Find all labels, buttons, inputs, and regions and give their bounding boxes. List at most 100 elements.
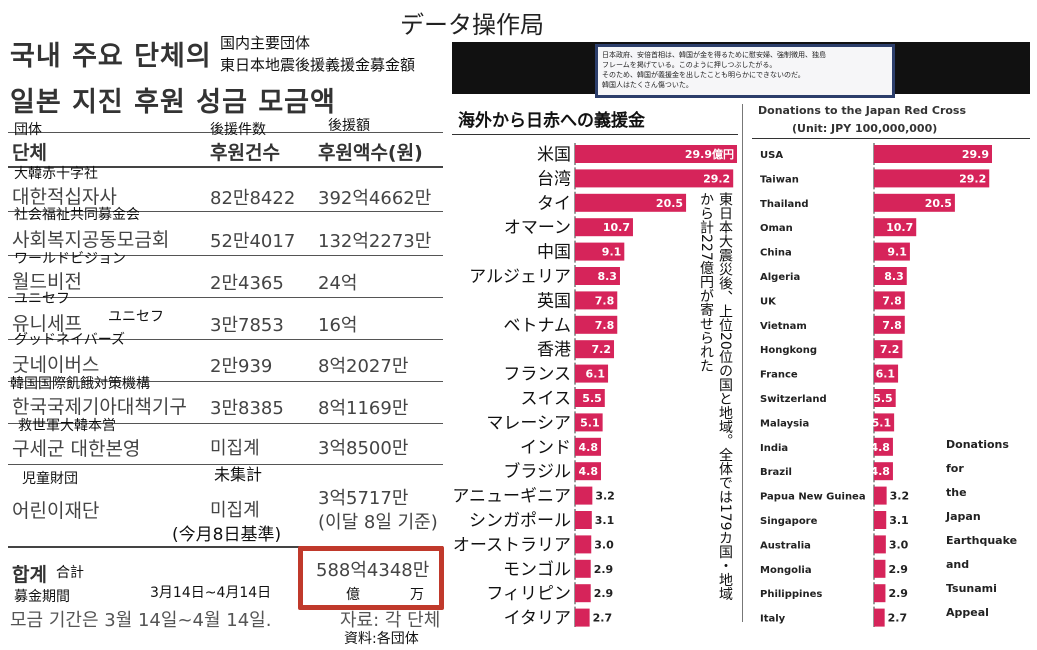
note-line: 日本政府、安倍首相は、韓国が金を得るために慰安婦、強制徴用、独島 bbox=[602, 51, 826, 59]
row-amount: 392억4662만 bbox=[318, 188, 432, 209]
bar-jp bbox=[575, 486, 593, 505]
value-label-en: 4.8 bbox=[870, 441, 890, 454]
category-label-en: Philippines bbox=[760, 589, 822, 600]
bar-jp bbox=[575, 364, 609, 383]
value-label-en: 6.1 bbox=[876, 368, 896, 381]
category-label-jp: オーストラリア bbox=[453, 535, 571, 555]
bar-en bbox=[874, 364, 899, 383]
value-label-jp: 9.1 bbox=[602, 246, 622, 259]
total-ko: 합계 bbox=[12, 564, 47, 586]
category-label-jp: ベトナム bbox=[504, 316, 572, 336]
note-line: そのため、韓国が義援金を出したことも明らかにできないのだ。 bbox=[602, 71, 805, 79]
bar-en bbox=[874, 535, 886, 554]
category-label-en: USA bbox=[760, 150, 783, 161]
bar-jp bbox=[575, 291, 618, 310]
category-label-jp: シンガポール bbox=[469, 511, 571, 531]
bar-jp bbox=[575, 608, 590, 627]
uncounted-jp: 未集計 bbox=[214, 465, 263, 484]
ko-title-line1: 국내 주요 단체의 bbox=[10, 41, 212, 72]
row-amount: 132억2273만 bbox=[318, 231, 432, 252]
category-label-en: Thailand bbox=[760, 199, 809, 210]
value-label-jp: 6.1 bbox=[586, 368, 606, 381]
col-ko-count: 후원건수 bbox=[210, 142, 280, 164]
value-label-en: 3.2 bbox=[890, 490, 910, 503]
panel-divider bbox=[742, 104, 743, 622]
row-ko-name: 구세군 대한본영 bbox=[12, 438, 141, 460]
value-label-jp: 5.5 bbox=[582, 392, 602, 405]
value-label-en: 20.5 bbox=[925, 197, 952, 210]
value-label-jp: 2.7 bbox=[593, 612, 613, 625]
row-ko-name: 월드비전 bbox=[12, 271, 82, 293]
bar-jp bbox=[575, 267, 620, 285]
bar-jp bbox=[575, 413, 603, 432]
bar-en bbox=[874, 242, 910, 261]
bar-en bbox=[874, 169, 990, 188]
row-count: 82만8422 bbox=[210, 188, 296, 209]
side-caption-line: Donations bbox=[946, 438, 1009, 451]
category-label-en: Switzerland bbox=[760, 394, 827, 405]
value-label-en: 3.0 bbox=[889, 538, 909, 551]
category-label-en: Malaysia bbox=[760, 418, 809, 429]
category-label-en: Brazil bbox=[760, 467, 792, 478]
en-chart-title: Donations to the Japan Red Cross bbox=[758, 104, 967, 117]
bar-en bbox=[874, 340, 903, 359]
bar-jp bbox=[575, 218, 633, 237]
value-label-en: 9.1 bbox=[887, 246, 907, 259]
jp-title-line1: 国内主要団体 bbox=[220, 34, 311, 52]
row-count: 미집계 bbox=[210, 500, 260, 521]
as-of-jp: (今月8日基準) bbox=[172, 525, 282, 545]
total-amount: 588억4348만 bbox=[316, 560, 430, 581]
value-label-en: 2.9 bbox=[888, 587, 908, 600]
value-label-en: 29.2 bbox=[959, 172, 986, 185]
col-jp-count: 後援件数 bbox=[210, 122, 266, 138]
value-label-jp: 10.7 bbox=[603, 221, 630, 234]
category-label-jp: マレーシア bbox=[486, 413, 571, 433]
value-label-en: 10.7 bbox=[886, 221, 913, 234]
category-label-jp: タイ bbox=[537, 194, 571, 214]
bar-en bbox=[874, 608, 885, 627]
side-caption-line: Tsunami bbox=[946, 582, 997, 595]
bar-en bbox=[874, 193, 955, 212]
value-label-en: 4.8 bbox=[870, 465, 890, 478]
category-label-jp: モンゴル bbox=[503, 559, 571, 580]
total-highlight-box bbox=[298, 546, 444, 610]
category-label-jp: 香港 bbox=[537, 340, 571, 360]
value-label-jp: 7.8 bbox=[595, 319, 615, 332]
en-chart-unit: (Unit: JPY 100,000,000) bbox=[792, 122, 938, 135]
value-label-jp: 3.0 bbox=[594, 538, 614, 551]
category-label-jp: イタリア bbox=[504, 609, 571, 627]
title-rule-jp bbox=[452, 134, 738, 135]
value-label-en: 7.2 bbox=[880, 343, 900, 356]
bar-chart-svg: 米国 29.9億円 USA 29.9 台湾 29.2 Taiwan 29.2 タイ 20.5 Tha… bbox=[452, 143, 992, 627]
bar-jp bbox=[575, 437, 602, 456]
value-label-en: 7.8 bbox=[882, 294, 902, 307]
category-label-jp: 台湾 bbox=[537, 169, 571, 189]
row-amount: 24억 bbox=[318, 273, 358, 294]
note-line: フレームを掲げている。このように押しつぶしたがる。 bbox=[602, 61, 777, 69]
row-jp-name: 社会福祉共同募金会 bbox=[14, 207, 140, 223]
category-label-en: UK bbox=[760, 296, 777, 307]
bar-en bbox=[874, 559, 886, 578]
category-label-en: Australia bbox=[760, 540, 811, 551]
category-label-en: Taiwan bbox=[760, 174, 799, 185]
category-label-jp: 米国 bbox=[537, 145, 571, 165]
value-label-en: 2.9 bbox=[888, 563, 908, 576]
row-jp-name: グッドネイバーズ bbox=[14, 332, 126, 348]
period-jp: 3月14日~4月14日 bbox=[150, 585, 272, 601]
col-jp-group: 団体 bbox=[14, 122, 42, 138]
bar-jp bbox=[575, 462, 602, 481]
bar-en bbox=[874, 267, 907, 285]
bar-jp bbox=[575, 315, 618, 334]
row-count: 2만4365 bbox=[210, 273, 284, 294]
row-jp-name: 大韓赤十字社 bbox=[14, 166, 98, 182]
side-caption-line: the bbox=[946, 486, 967, 499]
value-label-jp: 3.2 bbox=[595, 490, 615, 503]
bar-en bbox=[874, 584, 886, 603]
category-label-jp: 中国 bbox=[537, 243, 571, 263]
category-label-jp: アルジェリア bbox=[469, 267, 571, 287]
bar-jp bbox=[575, 169, 734, 188]
category-label-en: Algeria bbox=[760, 272, 800, 283]
total-jp: 合計 bbox=[56, 565, 84, 581]
value-label-en: 5.5 bbox=[873, 392, 893, 405]
donation-chart-panel: 日本政府、安倍首相は、韓国が金を得るために慰安婦、強制徴用、独島 フレームを掲げ… bbox=[452, 42, 1030, 627]
